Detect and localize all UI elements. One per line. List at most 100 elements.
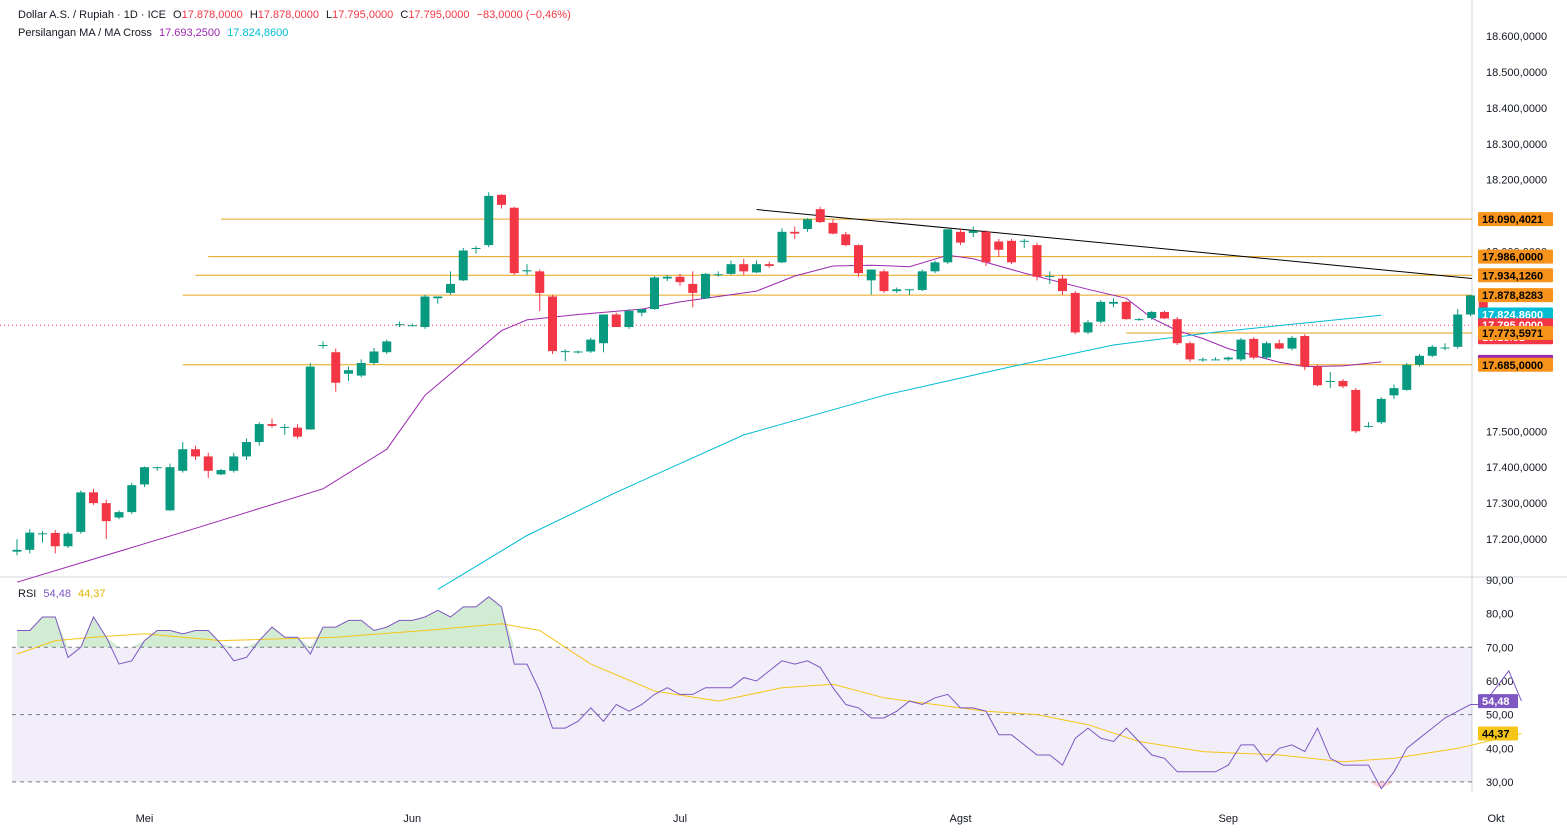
rsi-price-label: 44,37 [1478,726,1518,741]
candle-body [1045,276,1055,278]
candle-body [369,351,379,363]
time-axis-tick: Jul [673,813,687,825]
candle-body [1249,338,1259,358]
rsi-legend: RSI 54,48 44,37 [18,588,110,600]
candle-body [599,314,608,344]
candle-body [1287,337,1297,349]
candle-body [242,442,251,457]
candle-body [433,296,443,299]
ohlc-close-label: C [400,9,409,21]
candle-body [573,351,583,353]
candle-body [267,424,277,426]
price-axis-tick: 17.500,0000 [1486,426,1547,438]
candle-body [917,271,927,291]
candle-body [790,231,800,234]
time-axis-tick: Jun [403,813,421,825]
candle-body [25,532,35,550]
candle-body [968,230,978,233]
price-label-text: 17.685,0000 [1482,360,1543,372]
candle-body [127,485,137,513]
candle-body [280,426,290,428]
rsi-overbought-fill [17,596,1522,648]
candle-body [688,283,698,293]
candle-body [458,250,468,281]
candle-body [38,533,47,535]
candle-body [1007,240,1016,263]
rsi-price-label-text: 44,37 [1482,729,1510,741]
ohlc-open-label: O [173,9,182,21]
price-axis-tick: 17.300,0000 [1486,498,1547,510]
price-label-text: 17.934,1260 [1482,270,1543,282]
ma-legend: Persilangan MA / MA Cross 17.693,2500 17… [18,27,292,39]
candle-body [981,231,991,263]
candle-body [152,467,162,469]
candle-body [1032,245,1042,277]
rsi-axis-tick: 50,00 [1486,710,1514,722]
candle-body [216,470,226,475]
candle-body [101,503,111,522]
candle-body [1427,346,1437,356]
symbol-title[interactable]: Dollar A.S. / Rupiah · 1D · ICE [18,9,166,21]
price-axis-tick: 18.400,0000 [1486,103,1547,115]
rsi-axis-tick: 90,00 [1486,575,1514,587]
candle-body [1096,301,1106,322]
price-axis-tick: 17.200,0000 [1486,534,1547,546]
ma-indicator-label[interactable]: Persilangan MA / MA Cross [18,27,152,39]
candle-body [1274,343,1284,349]
rsi-price-label: 54,48 [1478,694,1518,709]
candle-body [1083,322,1093,333]
candle-body [484,195,494,246]
candle-body [1236,339,1246,360]
candle-body [1389,388,1399,396]
rsi-price-label-box [1478,726,1518,741]
ohlc-low: 17.795,0000 [332,9,394,21]
candle-body [930,262,940,272]
rsi-axis-tick: 70,00 [1486,642,1514,654]
candle-body [165,467,175,511]
candle-body [446,283,455,293]
candle-body [331,352,341,383]
time-axis-tick: Agst [949,813,971,825]
price-label-text: 17.773,5971 [1482,328,1543,340]
candle-body [739,264,749,272]
price-axis-tick: 18.600,0000 [1486,31,1547,43]
candle-body [1134,319,1144,321]
price-axis-tick: 18.300,0000 [1486,139,1547,151]
candle-body [254,424,264,443]
candle-body [854,245,863,274]
price-label-box [1478,212,1553,227]
time-axis-tick: Okt [1487,813,1504,825]
candle-body [1211,359,1220,361]
ohlc-change: −83,0000 (−0,46%) [476,9,571,21]
candle-body [1313,366,1322,386]
candle-body [905,289,914,291]
candle-body [76,492,86,532]
candle-body [803,219,812,229]
ohlc-low-label: L [326,9,333,21]
price-label: 17.986,0000 [1478,249,1553,264]
price-label-text: 17.986,0000 [1482,252,1543,264]
price-label: 17.878,8283 [1478,288,1553,303]
rsi-oversold-fill [17,781,1522,789]
price-label-box [1478,307,1553,322]
candle-body [1223,357,1233,360]
candle-body [63,533,73,547]
rsi-ma-value: 44,37 [78,588,106,600]
rsi-axis-tick: 40,00 [1486,743,1514,755]
candle-body [1351,389,1361,432]
candle-body [12,549,22,552]
candle-body [637,309,647,313]
candle-body [420,296,430,328]
rsi-price-label-box [1478,694,1518,709]
candle-body [1376,398,1386,423]
price-label: 17.773,5971 [1478,325,1553,340]
candle-body [892,289,902,292]
candle-body [879,271,889,292]
trend-line [756,209,1473,280]
candle-body [586,339,596,352]
ohlc-close: 17.795,0000 [408,9,470,21]
rsi-indicator-label[interactable]: RSI [18,588,37,600]
candle-body [471,247,481,249]
candle-body [815,209,825,223]
